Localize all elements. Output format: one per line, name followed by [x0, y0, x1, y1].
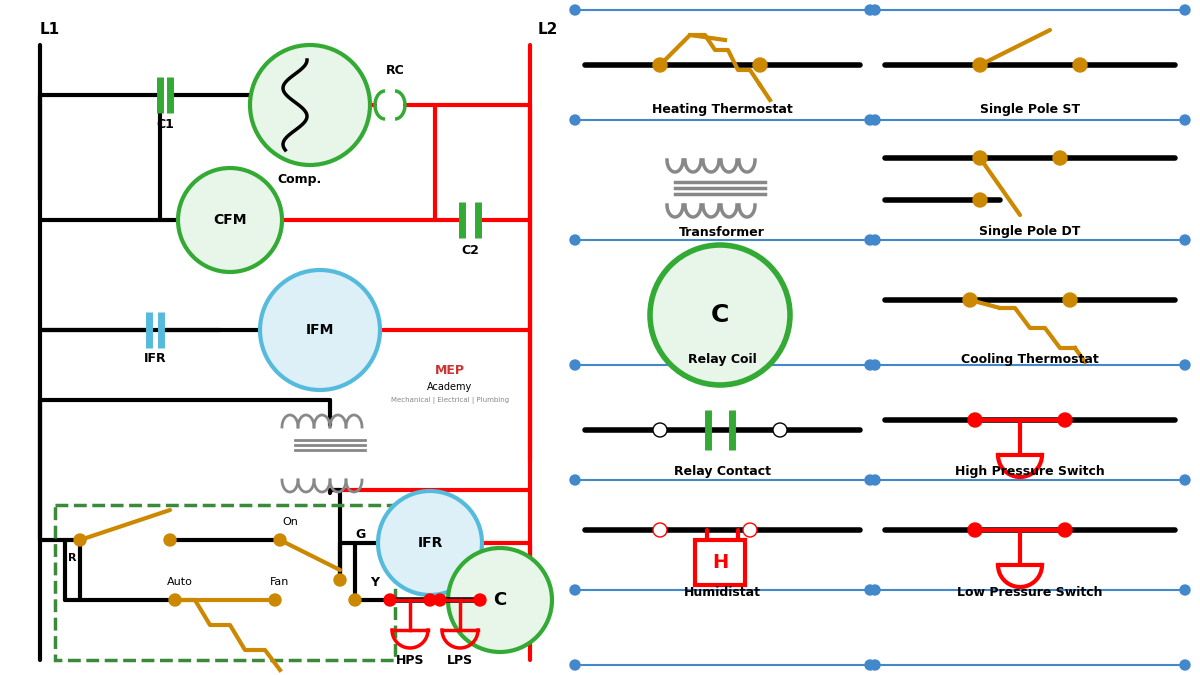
Text: IFM: IFM: [306, 323, 334, 337]
Circle shape: [870, 235, 880, 245]
Text: MEP: MEP: [436, 364, 466, 377]
Circle shape: [260, 270, 380, 390]
Text: LPS: LPS: [446, 653, 473, 666]
Text: Cooling Thermostat: Cooling Thermostat: [961, 354, 1099, 367]
Circle shape: [964, 293, 977, 307]
Text: Y: Y: [370, 576, 379, 589]
Circle shape: [653, 423, 667, 437]
Bar: [695, 540, 745, 585]
Text: IFR: IFR: [144, 352, 167, 364]
Text: C: C: [493, 591, 506, 609]
Circle shape: [169, 594, 181, 606]
Circle shape: [870, 660, 880, 670]
Circle shape: [973, 193, 986, 207]
Text: Mechanical | Electrical | Plumbing: Mechanical | Electrical | Plumbing: [391, 396, 509, 404]
Text: G: G: [355, 529, 365, 541]
Circle shape: [434, 594, 446, 606]
Text: CFM: CFM: [214, 213, 247, 227]
Circle shape: [1180, 115, 1190, 125]
Circle shape: [570, 475, 580, 485]
Circle shape: [865, 360, 875, 370]
Circle shape: [570, 235, 580, 245]
Circle shape: [650, 245, 790, 385]
Circle shape: [570, 115, 580, 125]
Text: Relay Contact: Relay Contact: [673, 466, 770, 479]
Circle shape: [570, 585, 580, 595]
Circle shape: [865, 115, 875, 125]
Text: H: H: [712, 554, 728, 572]
Circle shape: [1180, 5, 1190, 15]
Circle shape: [865, 660, 875, 670]
Text: RC: RC: [385, 63, 404, 76]
Circle shape: [743, 523, 757, 537]
Text: High Pressure Switch: High Pressure Switch: [955, 466, 1105, 479]
Text: L1: L1: [40, 22, 60, 38]
Circle shape: [74, 534, 86, 546]
Text: Auto: Auto: [167, 577, 193, 587]
Circle shape: [334, 574, 346, 586]
Text: C2: C2: [461, 244, 479, 256]
Circle shape: [1180, 585, 1190, 595]
Circle shape: [865, 585, 875, 595]
Text: Relay Coil: Relay Coil: [688, 354, 756, 367]
Text: R: R: [67, 553, 77, 563]
Text: On: On: [282, 517, 298, 527]
Circle shape: [973, 151, 986, 165]
Circle shape: [1180, 475, 1190, 485]
Circle shape: [378, 491, 482, 595]
Circle shape: [773, 423, 787, 437]
Circle shape: [274, 534, 286, 546]
Circle shape: [968, 523, 982, 537]
Circle shape: [870, 585, 880, 595]
Circle shape: [653, 523, 667, 537]
Text: Transformer: Transformer: [679, 225, 764, 238]
Circle shape: [973, 58, 986, 72]
Text: HPS: HPS: [396, 653, 425, 666]
Text: Single Pole ST: Single Pole ST: [980, 103, 1080, 117]
Circle shape: [865, 235, 875, 245]
Text: IFR: IFR: [418, 536, 443, 550]
Circle shape: [269, 594, 281, 606]
Circle shape: [754, 58, 767, 72]
Circle shape: [570, 660, 580, 670]
Circle shape: [865, 5, 875, 15]
Circle shape: [1054, 151, 1067, 165]
Circle shape: [1058, 413, 1072, 427]
Circle shape: [250, 45, 370, 165]
Circle shape: [1063, 293, 1078, 307]
Text: C: C: [710, 303, 730, 327]
Circle shape: [349, 594, 361, 606]
Text: Single Pole DT: Single Pole DT: [979, 225, 1081, 238]
Text: Academy: Academy: [427, 382, 473, 392]
Circle shape: [870, 5, 880, 15]
Text: Comp.: Comp.: [278, 173, 322, 186]
Circle shape: [870, 360, 880, 370]
Circle shape: [968, 413, 982, 427]
Circle shape: [384, 594, 396, 606]
Text: L2: L2: [538, 22, 558, 38]
Circle shape: [870, 115, 880, 125]
Circle shape: [178, 168, 282, 272]
Circle shape: [474, 594, 486, 606]
Circle shape: [653, 58, 667, 72]
Circle shape: [570, 5, 580, 15]
Circle shape: [1180, 360, 1190, 370]
Circle shape: [1180, 660, 1190, 670]
Circle shape: [570, 360, 580, 370]
Circle shape: [448, 548, 552, 652]
Text: Fan: Fan: [270, 577, 289, 587]
Circle shape: [1073, 58, 1087, 72]
Circle shape: [164, 534, 176, 546]
Circle shape: [865, 475, 875, 485]
Circle shape: [870, 475, 880, 485]
Text: Low Pressure Switch: Low Pressure Switch: [958, 585, 1103, 599]
Text: Heating Thermostat: Heating Thermostat: [652, 103, 792, 117]
Circle shape: [1180, 235, 1190, 245]
Text: Humidistat: Humidistat: [684, 585, 761, 599]
Circle shape: [424, 594, 436, 606]
Circle shape: [1058, 523, 1072, 537]
Text: C1: C1: [156, 119, 174, 132]
